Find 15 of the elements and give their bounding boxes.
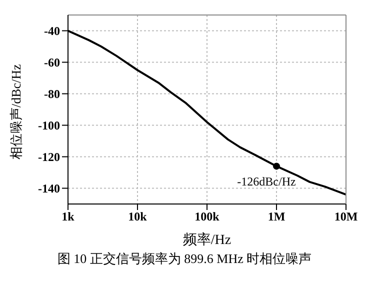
x-axis-title: 频率/Hz: [182, 232, 232, 248]
y-tick-label: -140: [38, 182, 60, 196]
annotation: -126dBc/Hz: [237, 174, 296, 189]
x-tick-label: 100k: [194, 210, 220, 224]
y-axis-title: 相位噪声/dBc/Hz: [8, 64, 24, 160]
x-tick-label: 10k: [128, 210, 148, 224]
y-tick-label: -100: [38, 118, 60, 133]
y-tick-label: -80: [44, 87, 60, 102]
y-tick-label: -120: [38, 150, 60, 164]
y-tick-label: -40: [44, 24, 60, 38]
caption: 图 10 正交信号频率为 899.6 MHz 时相位噪声: [56, 250, 313, 268]
x-tick-label: 1M: [268, 210, 286, 224]
x-tick-label: 10M: [334, 210, 358, 224]
x-tick-label: 1k: [62, 210, 75, 224]
y-tick-label: -60: [44, 56, 60, 70]
